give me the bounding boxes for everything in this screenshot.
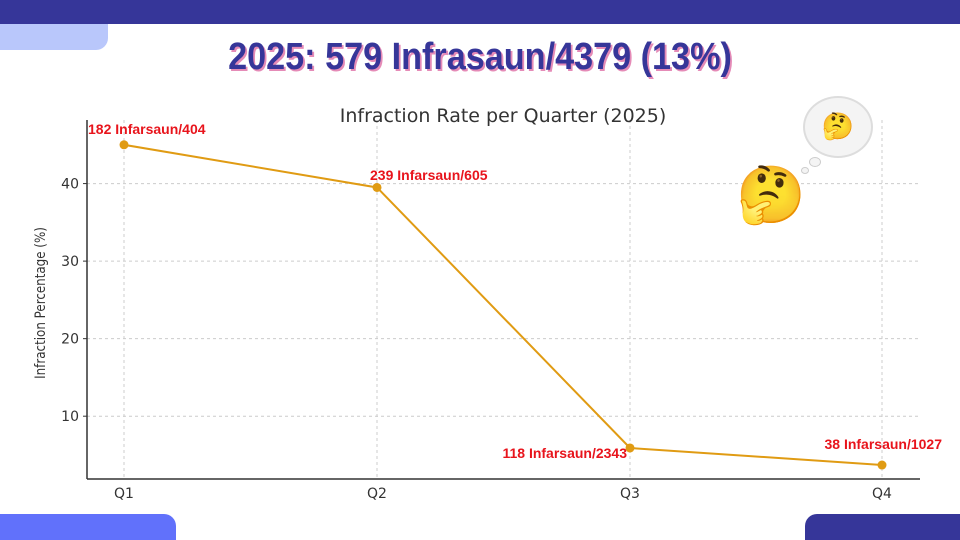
data-point	[625, 443, 635, 453]
bottom-right-accent	[805, 514, 960, 540]
thought-bubble-dot	[810, 158, 820, 166]
slide-headline: 2025: 579 Infrasaun/4379 (13%)	[228, 36, 732, 78]
y-tick-label: 40	[61, 177, 79, 193]
series-line	[123, 143, 883, 467]
thought-bubble-dot	[802, 168, 808, 173]
x-tick-label: Q4	[872, 486, 892, 502]
x-tick-label: Q1	[114, 486, 134, 502]
thought-bubble-icon: 🤔	[805, 98, 871, 156]
data-label: 38 Infarsaun/1027	[824, 436, 942, 452]
data-label: 239 Infarsaun/605	[370, 167, 488, 183]
x-tick-label: Q2	[367, 486, 387, 502]
thinking-face-emoji: 🤔	[736, 163, 806, 228]
top-left-accent-tab	[0, 24, 108, 50]
data-point	[372, 182, 382, 192]
data-label: 118 Infarsaun/2343	[502, 445, 627, 461]
bottom-left-accent	[0, 514, 176, 540]
top-banner	[0, 0, 960, 24]
y-tick-label: 10	[61, 409, 79, 425]
data-label: 182 Infarsaun/404	[88, 121, 206, 137]
y-axis-label: Infraction Percentage (%)	[33, 227, 49, 379]
y-tick-label: 20	[61, 332, 79, 348]
y-tick-label: 30	[61, 254, 79, 270]
data-point	[119, 140, 129, 150]
chart-title: Infraction Rate per Quarter (2025)	[340, 105, 667, 127]
x-tick-label: Q3	[620, 486, 640, 502]
data-point	[877, 460, 887, 470]
